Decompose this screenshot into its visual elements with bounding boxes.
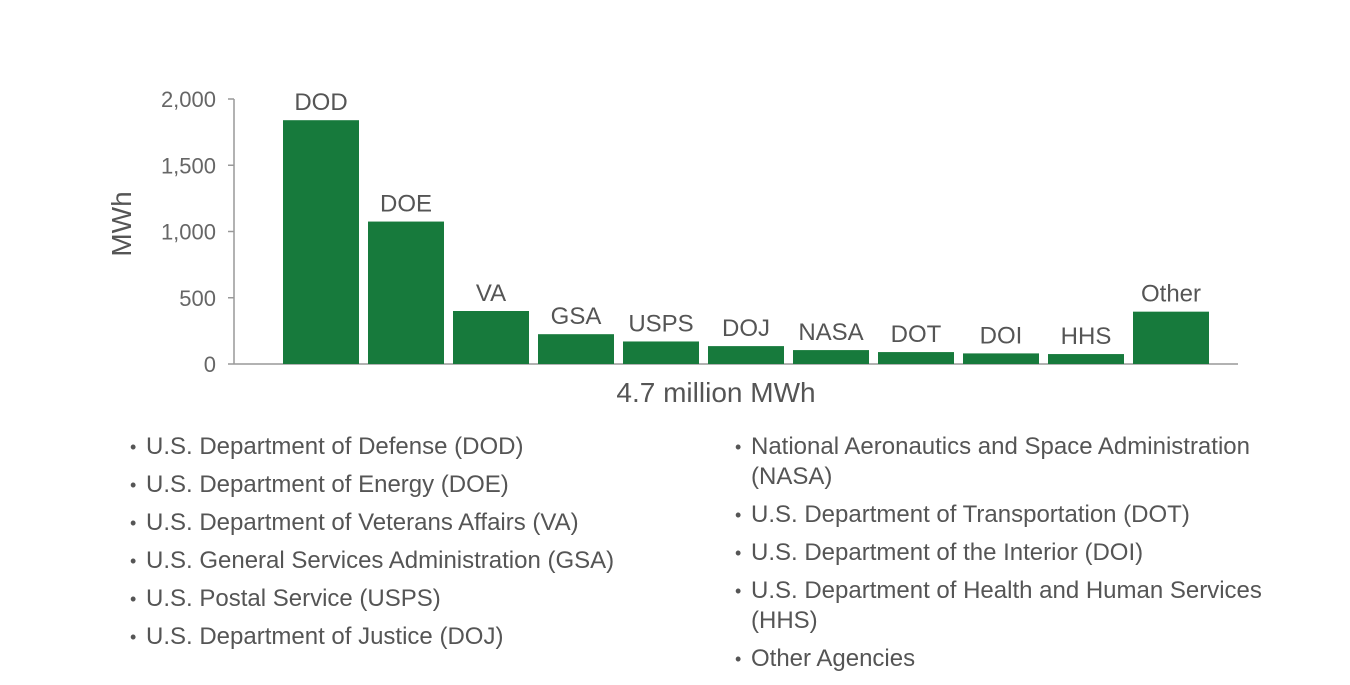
bar-labels: DOD DOE VA GSA USPS DOJ NASA DOT DOI HHS Other <box>294 89 1201 350</box>
y-axis-title: MWh <box>106 191 137 256</box>
bullet-icon: • <box>130 475 137 495</box>
bar-usps <box>623 341 699 364</box>
legend-item-label: U.S. Department of Justice (DOJ) <box>146 623 504 650</box>
legend-item-label: U.S. Department of Health and Human Serv… <box>751 577 1262 634</box>
bar-label-doe: DOE <box>380 191 432 218</box>
legend-item-label: U.S. Department of the Interior (DOI) <box>751 539 1144 566</box>
x-axis-title: 4.7 million MWh <box>616 377 815 408</box>
bar-label-usps: USPS <box>628 310 693 337</box>
bar-label-va: VA <box>476 280 506 307</box>
bar-label-doi: DOI <box>980 322 1023 349</box>
bullet-icon: • <box>735 543 742 563</box>
legend-item: • U.S. Department of Health and Human Ser… <box>735 576 1335 636</box>
bullet-icon: • <box>130 513 137 533</box>
bars <box>283 120 1209 364</box>
legend-item-label: U.S. Department of Transportation (DOT) <box>751 501 1190 528</box>
legend-item-label: U.S. General Services Administration (GS… <box>146 547 615 574</box>
bullet-icon: • <box>130 627 137 647</box>
y-tick-label: 0 <box>204 352 216 377</box>
bar-label-gsa: GSA <box>551 303 602 330</box>
legend-item-label: Other Agencies <box>751 645 916 672</box>
legend-item-label: U.S. Department of Defense (DOD) <box>146 433 524 460</box>
bar-label-dot: DOT <box>891 321 942 348</box>
bar-hhs <box>1048 354 1124 364</box>
legend-item: • U.S. Department of the Interior (DOI) <box>735 538 1335 568</box>
legend-item: • U.S. Postal Service (USPS) <box>130 584 720 614</box>
bar-dod <box>283 120 359 364</box>
legend-item: • U.S. Department of Justice (DOJ) <box>130 622 720 652</box>
y-tick-label: 1,000 <box>161 220 216 245</box>
legend-item: • U.S. Department of Defense (DOD) <box>130 432 720 462</box>
legend-item: • U.S. General Services Administration (G… <box>130 546 720 576</box>
bar-label-other: Other <box>1141 281 1201 308</box>
bar-gsa <box>538 334 614 364</box>
legend-item: • U.S. Department of Transportation (DOT) <box>735 500 1335 530</box>
y-tick-label: 2,000 <box>161 87 216 112</box>
bar-dot <box>878 352 954 364</box>
legend-item: • U.S. Department of Veterans Affairs (VA… <box>130 508 720 538</box>
bar-doe <box>368 221 444 364</box>
bullet-icon: • <box>130 589 137 609</box>
bullet-icon: • <box>735 505 742 525</box>
y-tick-label: 500 <box>179 286 216 311</box>
bar-nasa <box>793 350 869 364</box>
bullet-icon: • <box>735 581 742 601</box>
legend-item-label: U.S. Department of Veterans Affairs (VA) <box>146 509 579 536</box>
bullet-icon: • <box>735 437 742 457</box>
legend-item-label: U.S. Postal Service (USPS) <box>146 585 441 612</box>
legend-left-column: • U.S. Department of Defense (DOD) • U.S. D… <box>130 432 720 660</box>
legend-item: • National Aeronautics and Space Administ… <box>735 432 1335 492</box>
bar-chart: 2,000 1,500 1,000 500 0 DOD DOE VA GSA USPS DOJ NA… <box>106 87 1238 408</box>
y-tick-label: 1,500 <box>161 153 216 178</box>
legend-item-label: National Aeronautics and Space Administr… <box>751 433 1250 490</box>
bar-other <box>1133 311 1209 364</box>
legend-item: • Other Agencies <box>735 644 1335 674</box>
bar-label-dod: DOD <box>294 89 347 116</box>
bar-va <box>453 311 529 364</box>
bullet-icon: • <box>130 437 137 457</box>
bar-label-nasa: NASA <box>798 319 863 346</box>
legend-item-label: U.S. Department of Energy (DOE) <box>146 471 509 498</box>
bar-doi <box>963 353 1039 364</box>
legend-item: • U.S. Department of Energy (DOE) <box>130 470 720 500</box>
legend-right-column: • National Aeronautics and Space Administ… <box>735 432 1335 682</box>
bullet-icon: • <box>735 649 742 669</box>
bar-label-hhs: HHS <box>1061 323 1112 350</box>
bullet-icon: • <box>130 551 137 571</box>
bar-label-doj: DOJ <box>722 315 770 342</box>
bar-doj <box>708 346 784 364</box>
